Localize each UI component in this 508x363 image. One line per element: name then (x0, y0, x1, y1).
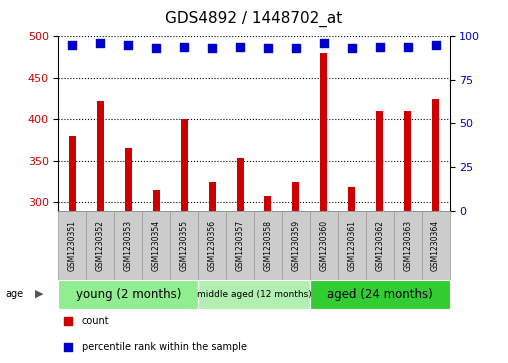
Text: GSM1230356: GSM1230356 (208, 220, 216, 270)
Point (375, 44, 384, 50)
Bar (432, 98, 439, 211)
Text: GSM1230353: GSM1230353 (124, 220, 133, 270)
Text: GSM1230362: GSM1230362 (375, 220, 384, 270)
Text: GSM1230363: GSM1230363 (403, 220, 412, 270)
Bar (376, 111, 383, 211)
Text: GSM1230355: GSM1230355 (180, 220, 188, 270)
Bar (254, 211, 282, 280)
Text: age: age (5, 289, 23, 299)
Point (347, 46, 356, 52)
Text: GSM1230354: GSM1230354 (152, 220, 161, 270)
Bar (86, 211, 114, 280)
Point (68, 42, 76, 48)
Bar (237, 158, 243, 211)
Bar (265, 196, 271, 211)
Bar (209, 182, 215, 211)
Bar (153, 190, 160, 211)
Point (403, 44, 411, 50)
Bar (69, 136, 76, 211)
Bar (321, 53, 327, 211)
Bar (58, 211, 86, 280)
Point (320, 40, 328, 46)
Bar (198, 211, 226, 280)
Bar (366, 211, 394, 280)
Bar (422, 211, 450, 280)
Text: GSM1230351: GSM1230351 (68, 220, 77, 270)
Point (64, 344, 72, 350)
Bar (125, 148, 132, 211)
Point (152, 46, 160, 52)
Point (236, 44, 244, 50)
Bar (310, 280, 450, 309)
Text: GSM1230357: GSM1230357 (236, 220, 244, 270)
Text: ▶: ▶ (35, 289, 43, 299)
Text: GSM1230358: GSM1230358 (264, 220, 272, 270)
Bar (394, 211, 422, 280)
Bar (97, 101, 104, 211)
Point (208, 46, 216, 52)
Bar (338, 211, 366, 280)
Point (124, 42, 132, 48)
Bar (293, 182, 299, 211)
Bar (170, 211, 198, 280)
Point (264, 46, 272, 52)
Text: GSM1230364: GSM1230364 (431, 220, 440, 270)
Bar (226, 211, 254, 280)
Text: middle aged (12 months): middle aged (12 months) (197, 290, 311, 298)
Text: GSM1230361: GSM1230361 (347, 220, 356, 270)
Text: GSM1230359: GSM1230359 (292, 220, 300, 270)
Text: count: count (82, 316, 110, 326)
Bar (181, 119, 187, 211)
Bar (198, 280, 310, 309)
Text: young (2 months): young (2 months) (76, 287, 181, 301)
Bar (58, 280, 198, 309)
Text: percentile rank within the sample: percentile rank within the sample (82, 342, 247, 352)
Point (180, 44, 188, 50)
Bar (114, 211, 142, 280)
Bar (282, 211, 310, 280)
Text: GDS4892 / 1448702_at: GDS4892 / 1448702_at (166, 11, 342, 27)
Text: GSM1230360: GSM1230360 (320, 220, 328, 270)
Point (64, 318, 72, 324)
Bar (142, 211, 170, 280)
Bar (310, 211, 338, 280)
Point (431, 42, 439, 48)
Bar (404, 111, 411, 211)
Text: aged (24 months): aged (24 months) (327, 287, 433, 301)
Point (96, 40, 104, 46)
Text: GSM1230352: GSM1230352 (96, 220, 105, 270)
Bar (348, 187, 355, 211)
Point (292, 46, 300, 52)
